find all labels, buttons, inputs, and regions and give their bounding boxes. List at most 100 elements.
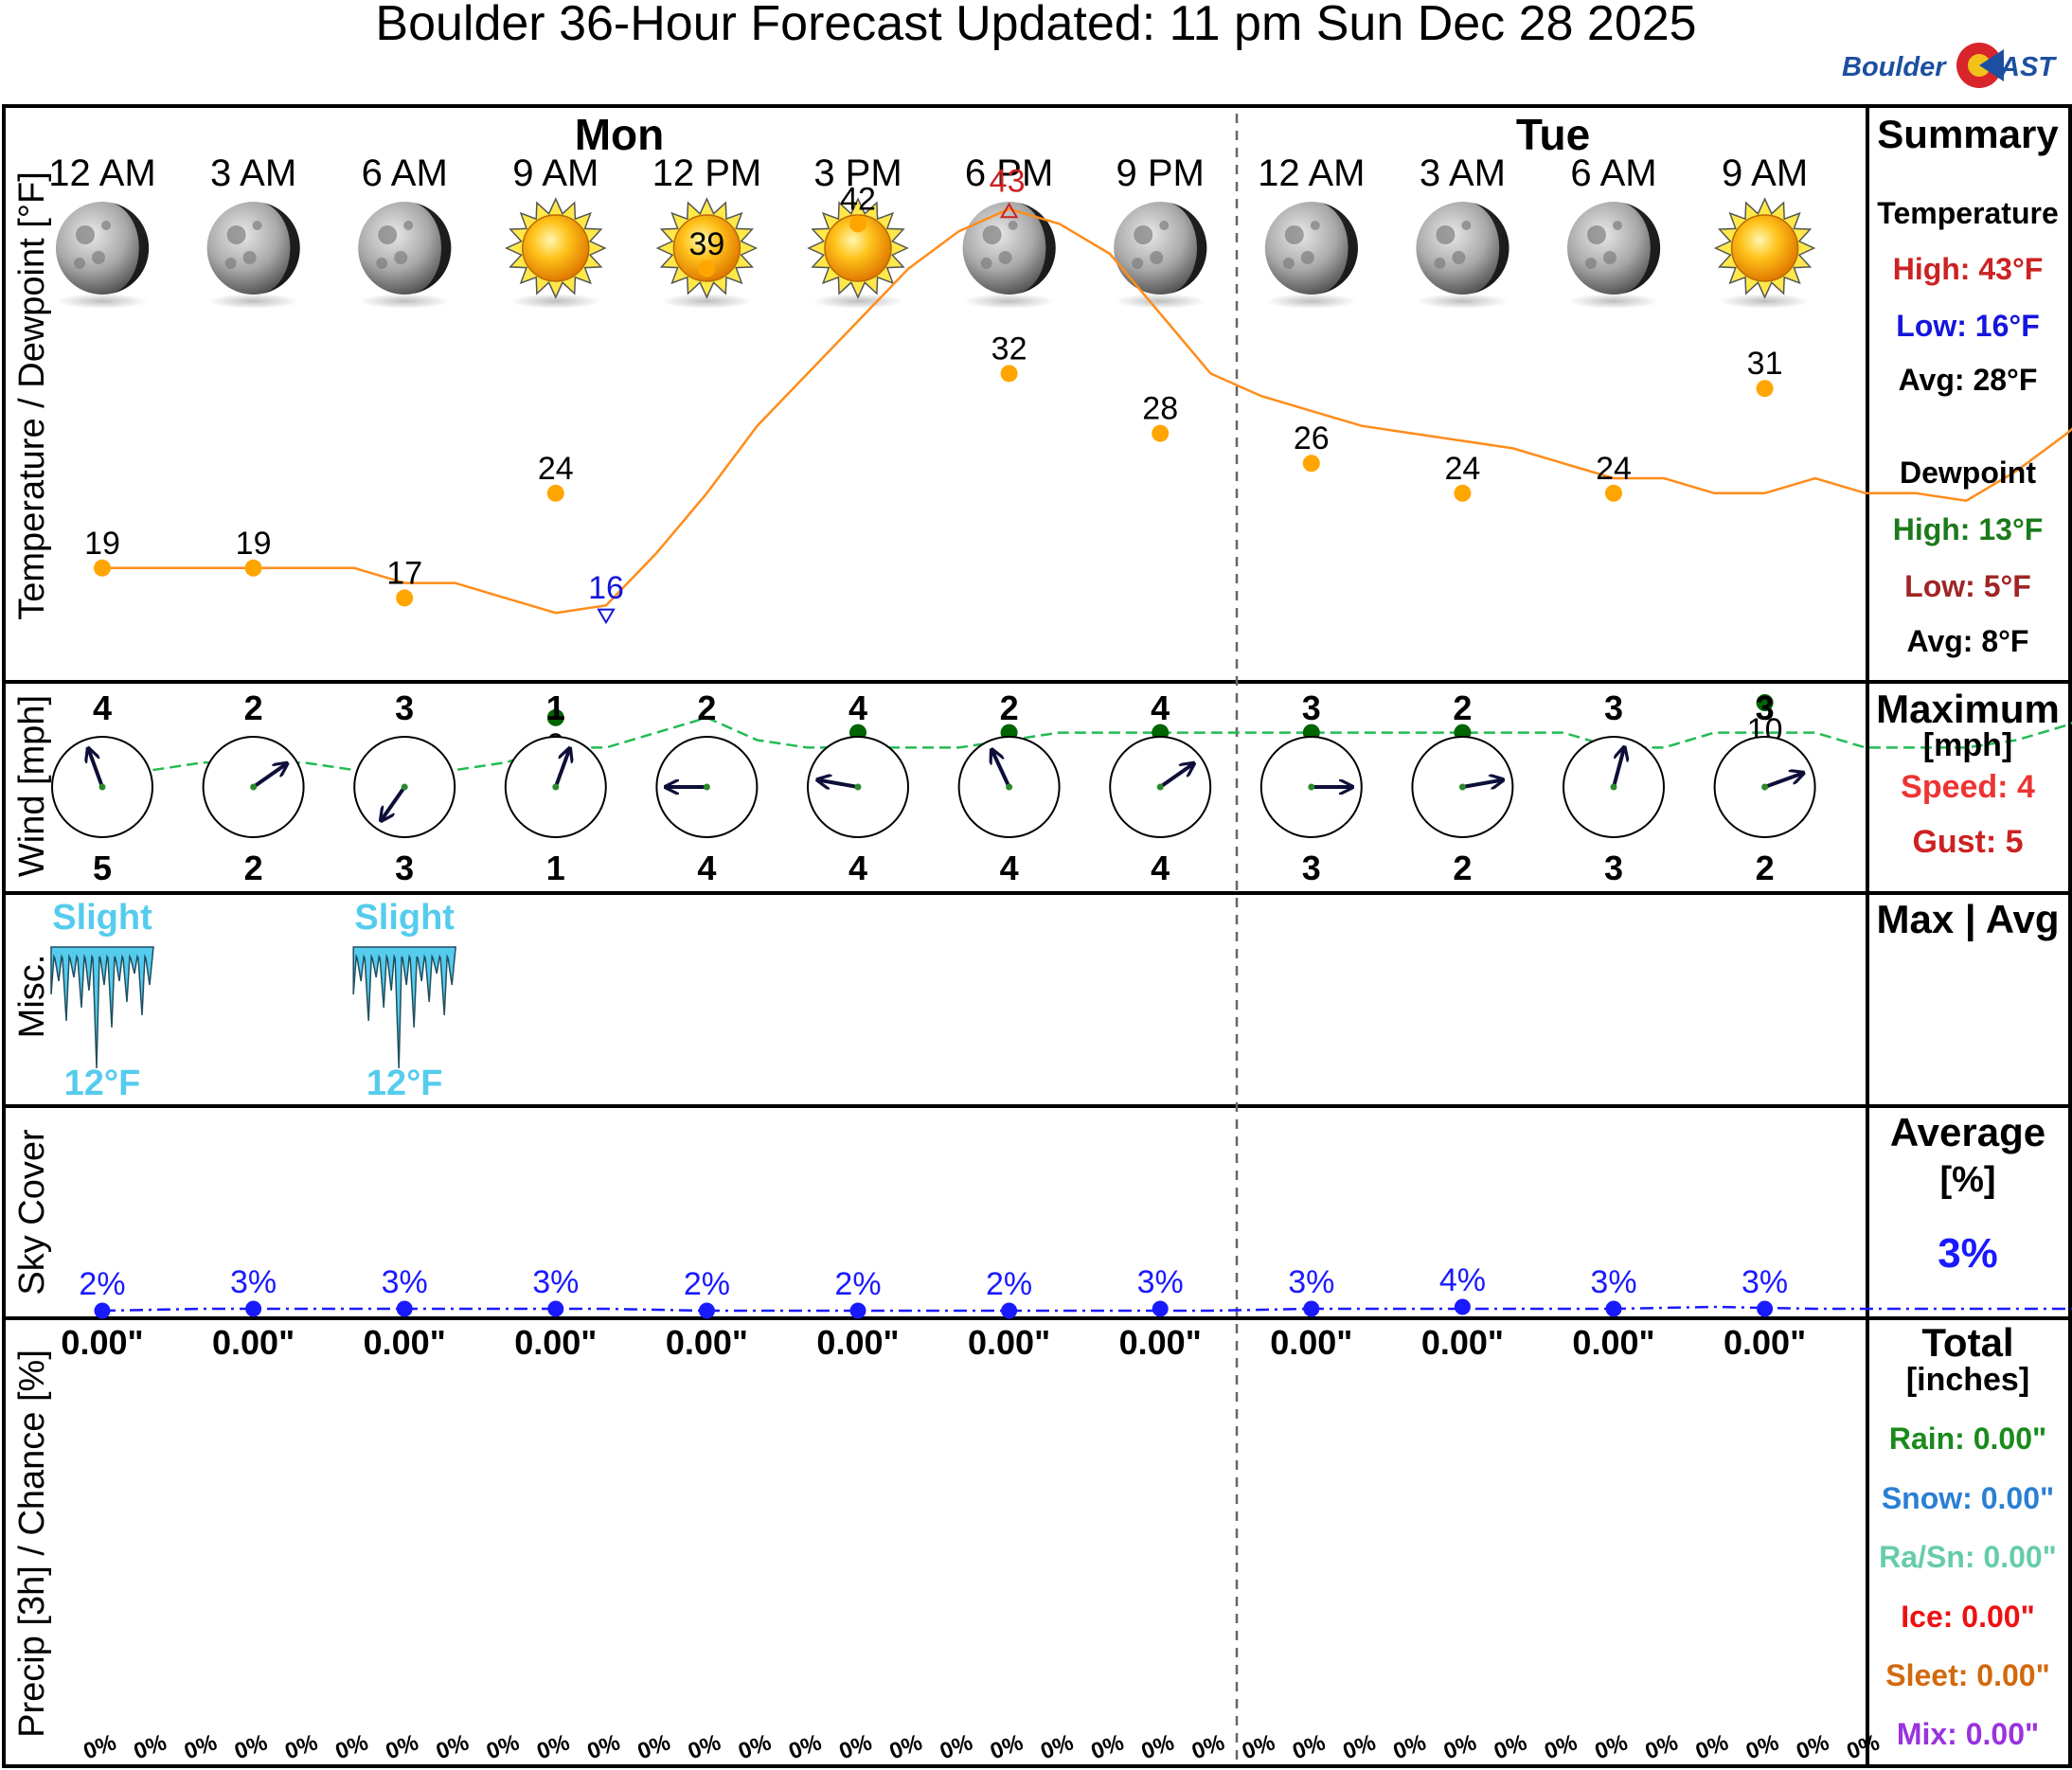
- moon-disc: [1114, 202, 1207, 295]
- sun-disc: [824, 214, 892, 282]
- moon-shadow: [262, 203, 300, 294]
- icicle-shape: [50, 946, 154, 1069]
- summary-wind-header: Maximum: [1876, 687, 2060, 731]
- temperature-point: [1454, 484, 1472, 502]
- sky-cover-point: [1001, 1302, 1018, 1319]
- precip-amount-label: 0.00": [666, 1323, 748, 1362]
- precip-layer: 0.00" 0.00" 0.00" 0.00" 0.00" 0.00" 0.00" 0.00"…: [61, 1323, 1883, 1765]
- wind-dial-center: [854, 783, 862, 791]
- summary-temp-low: Low: 16°F: [1896, 309, 2039, 343]
- precip-chance-label: 0%: [80, 1729, 120, 1764]
- moon-disc: [962, 202, 1056, 295]
- sky-cover-point: [1757, 1300, 1774, 1317]
- wind-speed-label: 2: [1453, 688, 1472, 727]
- axis-label-sky-cover: Sky Cover: [12, 1129, 52, 1296]
- temperature-value-label: 42: [840, 181, 876, 217]
- moon-crater: [1585, 258, 1597, 269]
- wind-layer: 4 5 2 2 3 3 1 1 2 4 4 4 2 4 4 4 3 3 2 2 3 3 3 2: [51, 688, 1816, 887]
- moon-crater: [998, 251, 1012, 264]
- wind-gust-label: 3: [1604, 849, 1623, 887]
- precip-amount-label: 0.00": [1119, 1323, 1202, 1362]
- misc-layer: Slight 12°F Slight 12°F: [50, 898, 457, 1103]
- outer-border: [2, 104, 2072, 1768]
- temperature-point: [244, 559, 262, 577]
- dewpoint-point: [546, 708, 564, 726]
- moon-crater: [1300, 251, 1314, 264]
- hour-label: 9 AM: [512, 152, 598, 194]
- moon-crater: [403, 221, 414, 230]
- frame: [2, 104, 2072, 1768]
- moon-shadow: [1018, 203, 1056, 294]
- moon-icon: [1567, 202, 1661, 309]
- summary-temperature-title: Temperature: [1877, 196, 2058, 230]
- moon-crater: [252, 221, 262, 230]
- temperature-value-label: 26: [1294, 420, 1330, 456]
- moon-disc: [206, 202, 300, 295]
- precip-chance-label: 0%: [584, 1729, 624, 1764]
- icon-shadow: [1417, 294, 1509, 309]
- temp-max-marker: [999, 202, 1019, 219]
- wind-arrow: [819, 780, 859, 787]
- wind-gust-label: 5: [93, 849, 112, 887]
- temperature-point: [1756, 380, 1774, 398]
- temperature-value-label: 24: [1596, 451, 1632, 487]
- summary-wind-gust: Gust: 5: [1912, 824, 2023, 860]
- wind-gust-label: 2: [1453, 849, 1472, 887]
- moon-crater: [376, 258, 388, 269]
- moon-disc: [358, 202, 452, 295]
- summary-mix: Mix: 0.00": [1897, 1717, 2039, 1751]
- sky-cover-value-label: 3%: [1590, 1264, 1636, 1300]
- logo-c-cut: [1979, 49, 2004, 81]
- precip-chance-label: 0%: [433, 1729, 473, 1764]
- temperature-point: [698, 259, 716, 277]
- icon-shadow: [1568, 294, 1659, 309]
- wind-speed-label: 4: [1151, 688, 1170, 727]
- hour-label: 3 AM: [210, 152, 296, 194]
- sun-icon: [505, 197, 607, 309]
- moon-disc: [1264, 202, 1358, 295]
- wind-speed-label: 2: [244, 688, 263, 727]
- wind-gust-label: 1: [546, 849, 565, 887]
- wind-speed-label: 4: [848, 688, 867, 727]
- sky-cover-value-label: 2%: [834, 1266, 881, 1302]
- wind-arrow: [1462, 780, 1501, 787]
- temperature-value-label: 24: [1444, 451, 1480, 487]
- wind-arrow: [382, 785, 406, 819]
- axis-label-temperature: Temperature / Dewpoint [°F]: [12, 171, 52, 620]
- moon-crater: [1284, 225, 1304, 244]
- sky-cover-value-label: 2%: [79, 1266, 125, 1302]
- precip-chance-label: 0%: [1239, 1729, 1278, 1764]
- precip-amount-label: 0.00": [1421, 1323, 1504, 1362]
- sky-cover-line: [101, 1305, 2072, 1313]
- wind-gust-label: 3: [395, 849, 414, 887]
- sun-disc: [522, 214, 590, 282]
- moon-crater: [1461, 221, 1472, 230]
- moon-crater: [92, 251, 105, 264]
- wind-arrow: [1159, 764, 1192, 789]
- moon-crater: [1150, 251, 1164, 264]
- sky-cover-value-label: 3%: [382, 1264, 428, 1300]
- wind-speed-label: 3: [1756, 688, 1775, 727]
- wind-dial-center: [1458, 783, 1466, 791]
- summary-header: Summary: [1877, 112, 2059, 156]
- sky-cover-point: [94, 1302, 111, 1319]
- sky-cover-point: [396, 1300, 413, 1317]
- moon-icon: [1416, 202, 1509, 309]
- summary-rasn: Ra/Sn: 0.00": [1879, 1540, 2057, 1574]
- axis-label-misc: Misc.: [12, 955, 52, 1039]
- icon-shadow: [1265, 294, 1357, 309]
- precip-amount-label: 0.00": [212, 1323, 295, 1362]
- temperature-value-label: 17: [386, 555, 422, 591]
- temp-max-label: 43: [990, 164, 1026, 200]
- icicle-shape: [352, 946, 457, 1069]
- temperature-value-label: 39: [688, 226, 724, 262]
- day-label-mon: Mon: [575, 110, 665, 159]
- sun-icon: [807, 197, 909, 309]
- wind-dial-center: [552, 783, 560, 791]
- precip-chance-label: 0%: [1138, 1729, 1178, 1764]
- chart-title: Boulder 36-Hour Forecast Updated: 11 pm …: [375, 0, 1696, 51]
- day-label-tue: Tue: [1516, 110, 1590, 159]
- precip-chance-label: 0%: [1440, 1729, 1480, 1764]
- sky-cover-point: [1454, 1298, 1471, 1315]
